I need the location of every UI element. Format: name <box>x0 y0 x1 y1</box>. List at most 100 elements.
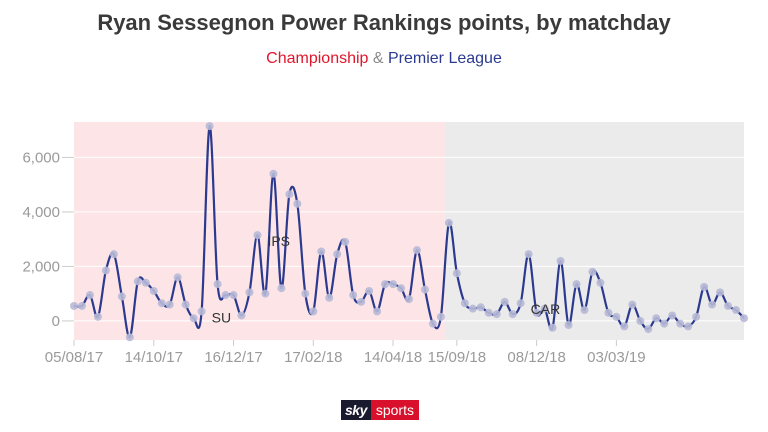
logo-sky-text: sky <box>341 400 371 420</box>
data-point <box>668 311 677 320</box>
y-tick-label: 2,000 <box>22 258 60 275</box>
data-point <box>540 304 549 313</box>
data-point <box>229 291 238 300</box>
data-point <box>77 301 86 310</box>
data-point <box>492 310 501 319</box>
data-point <box>580 306 589 315</box>
data-point <box>373 307 382 316</box>
data-point <box>548 323 557 332</box>
subtitle-championship: Championship <box>266 50 369 67</box>
data-point <box>460 299 469 308</box>
x-tick-label: 08/12/18 <box>507 349 565 366</box>
data-point <box>676 319 685 328</box>
data-point <box>740 314 748 323</box>
data-point <box>205 122 214 131</box>
data-point <box>309 307 318 316</box>
data-point <box>476 303 485 312</box>
data-point <box>500 297 509 306</box>
data-point <box>101 266 110 275</box>
data-point <box>109 250 118 259</box>
data-point <box>133 277 142 286</box>
annotations: SU IPS CAR <box>212 233 561 325</box>
y-tick-label: 6,000 <box>22 149 60 166</box>
data-point <box>261 289 270 298</box>
data-point <box>245 288 254 297</box>
data-point <box>165 300 174 309</box>
data-point <box>357 297 366 306</box>
data-point <box>716 288 725 297</box>
data-point <box>452 269 461 278</box>
data-point <box>349 291 358 300</box>
subtitle-ampersand: & <box>368 50 388 67</box>
data-point <box>397 284 406 293</box>
annotation-label: CAR <box>531 301 561 317</box>
data-point <box>596 278 605 287</box>
region-championship <box>74 122 445 340</box>
x-tick-label: 16/12/17 <box>204 349 262 366</box>
data-point <box>333 250 342 259</box>
data-point <box>181 300 190 309</box>
data-point <box>125 333 134 342</box>
logo-sports-text: sports <box>370 400 419 420</box>
data-point <box>237 311 246 320</box>
data-point <box>588 267 597 276</box>
data-point <box>572 280 581 289</box>
data-point <box>508 310 517 319</box>
data-point <box>381 280 390 289</box>
x-tick-label: 15/09/18 <box>428 349 486 366</box>
subtitle-premier-league: Premier League <box>388 50 502 67</box>
x-tick-label: 17/02/18 <box>284 349 342 366</box>
data-point <box>141 278 150 287</box>
annotation-label: IPS <box>267 233 290 249</box>
x-tick-label: 05/08/17 <box>45 349 103 366</box>
data-point <box>684 322 693 331</box>
data-point <box>724 301 733 310</box>
data-point <box>213 280 222 289</box>
data-point <box>317 247 326 256</box>
data-point <box>556 256 565 265</box>
data-point <box>365 286 374 295</box>
annotation-label: SU <box>212 309 231 325</box>
x-tick-label: 14/04/18 <box>364 349 422 366</box>
data-point <box>636 316 645 325</box>
x-axis-ticks: 05/08/17 14/10/17 16/12/17 17/02/18 14/04/18… <box>45 340 646 366</box>
data-point <box>620 322 629 331</box>
data-point <box>157 299 166 308</box>
data-point <box>516 299 525 308</box>
data-point <box>269 169 278 178</box>
data-markers <box>70 122 748 342</box>
data-point <box>412 246 421 255</box>
data-point <box>524 250 533 259</box>
region-backgrounds <box>74 122 744 340</box>
data-point <box>277 284 286 293</box>
data-point <box>325 293 334 302</box>
x-tick-label: 03/03/19 <box>587 349 645 366</box>
data-point <box>700 282 709 291</box>
data-point <box>93 312 102 321</box>
grid-lines <box>62 156 744 322</box>
data-point <box>628 300 637 309</box>
data-point <box>652 314 661 323</box>
data-point <box>644 325 653 334</box>
data-point <box>253 231 262 240</box>
y-tick-label: 0 <box>52 313 60 330</box>
data-point <box>444 218 453 227</box>
chart-subtitle: Championship & Premier League <box>0 50 768 68</box>
data-point <box>85 291 94 300</box>
data-point <box>532 308 541 317</box>
y-axis-ticks: 0 2,000 4,000 6,000 <box>22 149 60 329</box>
data-point <box>197 307 206 316</box>
data-point <box>173 273 182 282</box>
y-tick-label: 4,000 <box>22 204 60 221</box>
data-point <box>341 237 350 246</box>
data-point <box>564 321 573 330</box>
data-point <box>420 285 429 294</box>
data-point <box>189 314 198 323</box>
data-point <box>70 301 78 310</box>
region-premier-league <box>444 122 744 340</box>
data-point <box>484 308 493 317</box>
data-point <box>708 300 717 309</box>
data-point <box>293 199 302 208</box>
data-point <box>468 304 477 313</box>
